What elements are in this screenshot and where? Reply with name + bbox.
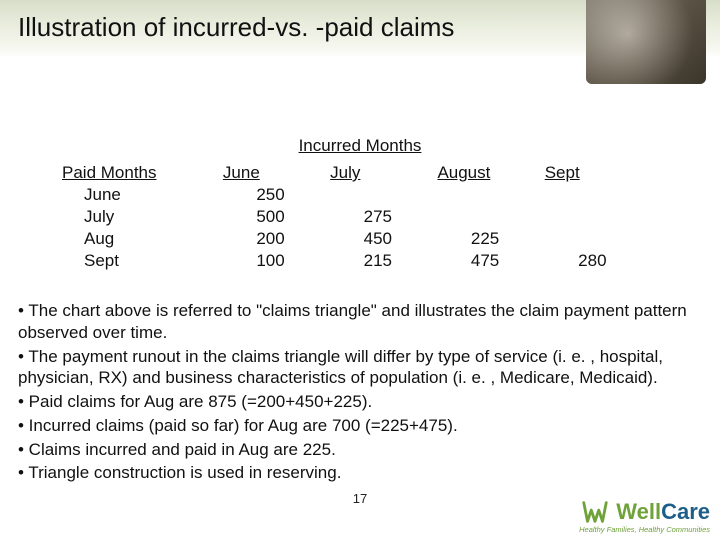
bullet-item: • The chart above is referred to "claims…	[18, 300, 702, 344]
table-row: June 250	[56, 184, 646, 206]
cell	[431, 184, 538, 206]
cell	[539, 228, 646, 250]
col-header-sept: Sept	[539, 162, 646, 184]
cell: 215	[324, 250, 431, 272]
cell: 275	[324, 206, 431, 228]
col-header-july: July	[324, 162, 431, 184]
claims-triangle-table: Paid Months June July August Sept June 2…	[56, 162, 646, 272]
table-row: Aug 200 450 225	[56, 228, 646, 250]
cell	[539, 206, 646, 228]
col-header-august: August	[431, 162, 538, 184]
bullet-item: • The payment runout in the claims trian…	[18, 346, 702, 390]
bullet-list: • The chart above is referred to "claims…	[18, 300, 702, 486]
cell: 250	[217, 184, 324, 206]
bullet-item: • Paid claims for Aug are 875 (=200+450+…	[18, 391, 702, 413]
cell	[431, 206, 538, 228]
table-row: Sept 100 215 475 280	[56, 250, 646, 272]
hero-photo	[586, 0, 706, 84]
cell: 475	[431, 250, 538, 272]
cell: 100	[217, 250, 324, 272]
row-label-aug: Aug	[56, 228, 217, 250]
row-label-sept: Sept	[56, 250, 217, 272]
table: Paid Months June July August Sept June 2…	[56, 162, 646, 272]
row-header-title: Paid Months	[56, 162, 217, 184]
logo-text: WellCare	[616, 499, 710, 525]
cell: 225	[431, 228, 538, 250]
bullet-item: • Incurred claims (paid so far) for Aug …	[18, 415, 702, 437]
logo: WellCare Healthy Families, Healthy Commu…	[579, 497, 710, 534]
logo-text-care: Care	[661, 499, 710, 524]
cell: 500	[217, 206, 324, 228]
column-header-row: Paid Months June July August Sept	[56, 162, 646, 184]
wellcare-mark-icon	[580, 497, 610, 527]
logo-text-well: Well	[616, 499, 661, 524]
cell	[539, 184, 646, 206]
cell: 450	[324, 228, 431, 250]
row-label-july: July	[56, 206, 217, 228]
incurred-months-header: Incurred Months	[0, 136, 720, 156]
cell: 200	[217, 228, 324, 250]
cell	[324, 184, 431, 206]
page-title: Illustration of incurred-vs. -paid claim…	[18, 12, 454, 43]
slide: { "title": "Illustration of incurred-vs.…	[0, 0, 720, 540]
bullet-item: • Triangle construction is used in reser…	[18, 462, 702, 484]
table-row: July 500 275	[56, 206, 646, 228]
logo-tagline: Healthy Families, Healthy Communities	[579, 525, 710, 534]
cell: 280	[539, 250, 646, 272]
bullet-item: • Claims incurred and paid in Aug are 22…	[18, 439, 702, 461]
row-label-june: June	[56, 184, 217, 206]
col-header-june: June	[217, 162, 324, 184]
